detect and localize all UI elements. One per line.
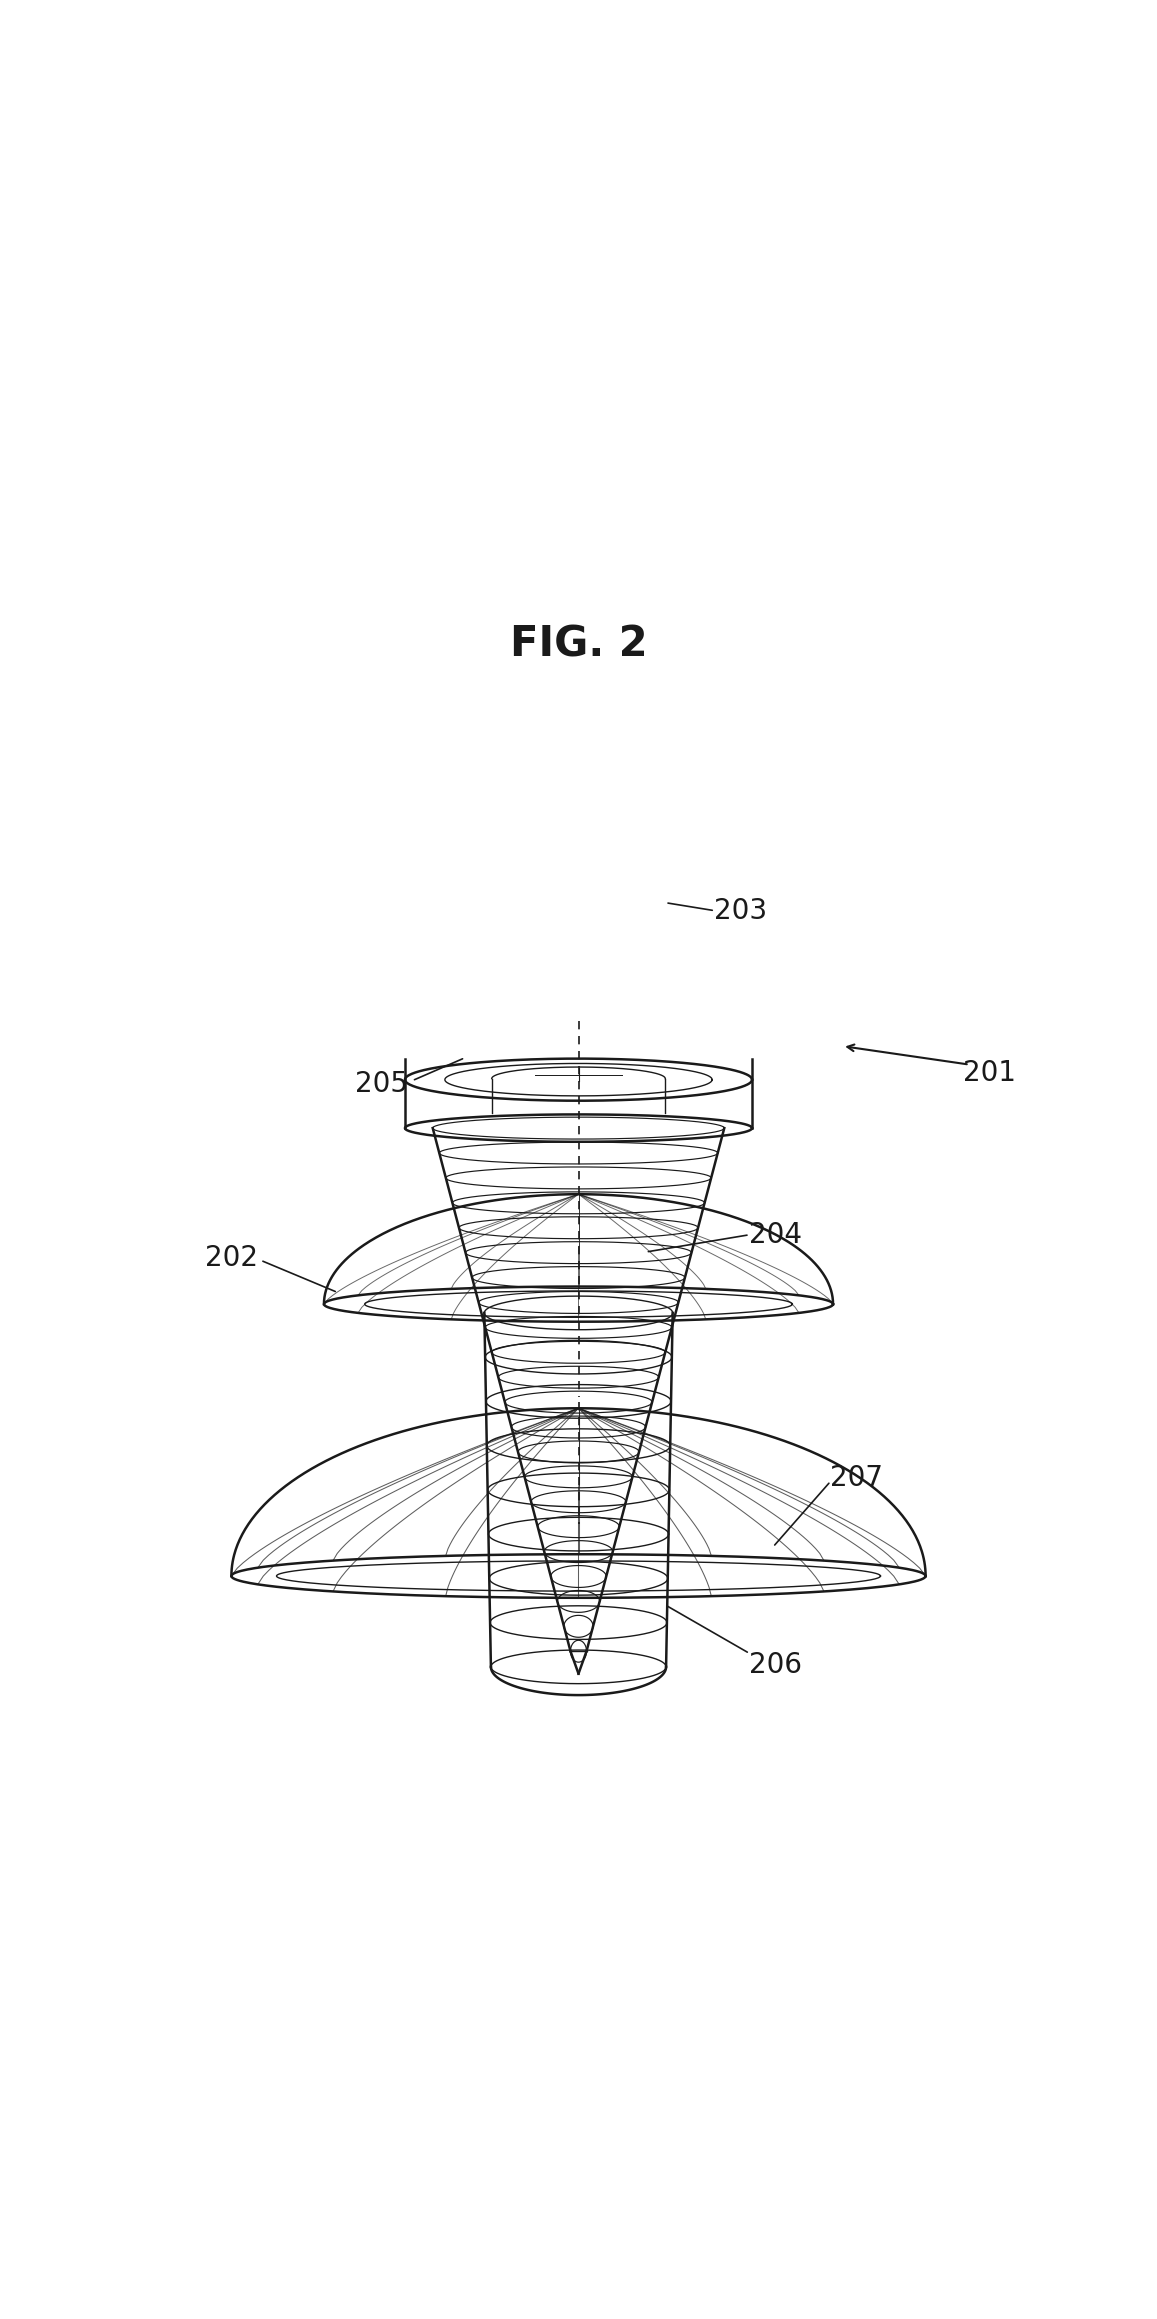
Text: FIG. 2: FIG. 2 <box>510 624 647 666</box>
Text: 203: 203 <box>714 897 767 925</box>
Text: 204: 204 <box>749 1220 802 1248</box>
Text: 207: 207 <box>830 1463 883 1491</box>
Text: 201: 201 <box>963 1060 1016 1088</box>
Text: 205: 205 <box>355 1071 408 1099</box>
Text: 206: 206 <box>749 1651 802 1679</box>
Text: 202: 202 <box>205 1243 258 1271</box>
